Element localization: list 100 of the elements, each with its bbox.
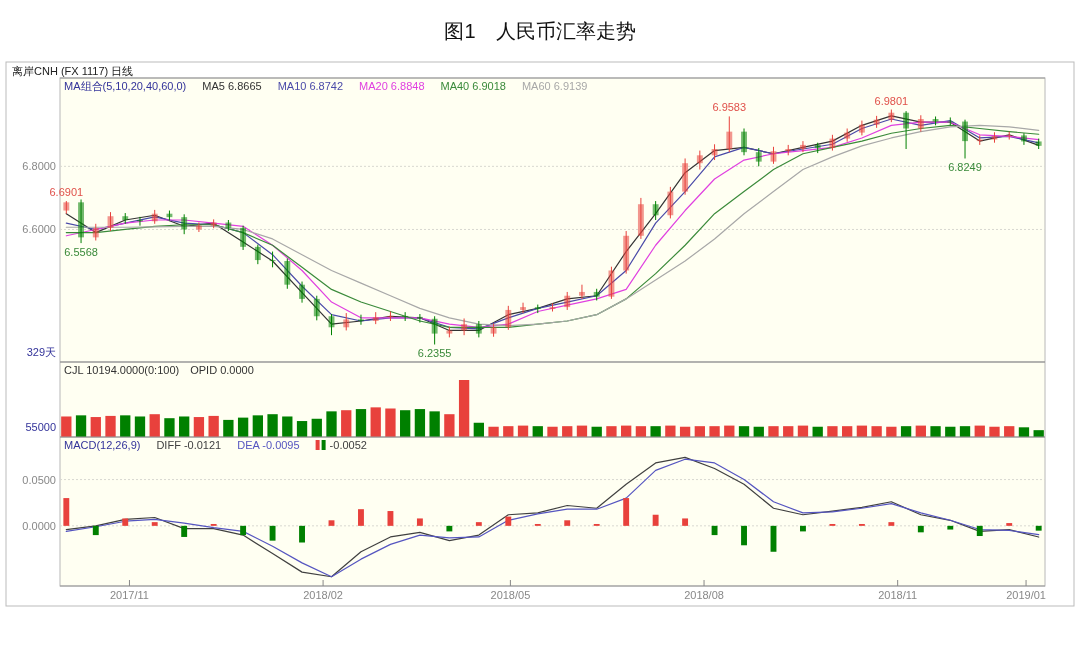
candlestick (254, 244, 261, 265)
candlestick (490, 323, 497, 338)
bar (505, 516, 512, 526)
bar (989, 426, 1000, 437)
text: MA60 6.9139 (521, 80, 588, 92)
text: MA20 6.8848 (359, 80, 425, 92)
bar (976, 525, 983, 537)
bar (768, 426, 779, 437)
candlestick (726, 115, 733, 153)
candlestick (402, 311, 409, 322)
x-tick-label: 2018/08 (684, 589, 724, 601)
x-tick-label: 2018/05 (490, 589, 531, 601)
candlestick (829, 134, 836, 152)
candlestick (505, 305, 512, 331)
chart-subtitle: 离岸CNH (FX 1117) 日线 (12, 65, 134, 77)
bar (149, 414, 160, 437)
bar (444, 414, 455, 437)
annotation: 6.5568 (64, 246, 98, 259)
candlestick (593, 288, 600, 301)
bar (917, 525, 924, 533)
bar (326, 411, 337, 437)
candlestick (269, 251, 276, 268)
candlestick (284, 258, 291, 290)
candlestick (520, 302, 526, 314)
y-tick-label: 0.0000 (22, 519, 56, 532)
candlestick (446, 326, 453, 338)
bar (547, 426, 558, 437)
annotation: 6.9801 (874, 94, 909, 107)
bar (92, 525, 99, 536)
candlestick (888, 109, 895, 123)
bar (299, 525, 305, 543)
candlestick (63, 200, 70, 215)
candlestick (358, 314, 364, 326)
candlestick (932, 116, 939, 126)
bar (267, 414, 278, 437)
text: MA5 6.8665 (202, 80, 262, 92)
bar (237, 417, 249, 437)
bar (429, 411, 440, 437)
bar (665, 425, 676, 437)
bar (606, 426, 617, 437)
text: MA40 6.9018 (440, 80, 506, 92)
candlestick (122, 212, 129, 225)
bar (1018, 427, 1030, 437)
candlestick (1035, 138, 1042, 150)
bar (385, 408, 396, 437)
candlestick (814, 142, 821, 154)
bar (1035, 525, 1042, 531)
y-tick-label: 0.0500 (22, 473, 56, 486)
bar (105, 415, 116, 437)
bar (134, 416, 146, 437)
bar (652, 514, 659, 526)
candlestick (917, 114, 924, 133)
text: MA10 6.8742 (277, 80, 344, 92)
candlestick (181, 213, 188, 235)
text: DIFF -0.0121 (156, 439, 222, 451)
y-tick-label: 6.8000 (22, 160, 56, 173)
bar (416, 518, 423, 526)
bar (623, 498, 630, 526)
candlestick (78, 198, 84, 244)
annotation: 6.9583 (712, 101, 747, 114)
candlestick (475, 320, 482, 338)
candlestick (652, 200, 659, 221)
bar (800, 525, 806, 532)
candlestick (858, 120, 865, 136)
candlestick (431, 315, 438, 345)
bar (282, 416, 293, 437)
bar (709, 426, 720, 437)
candlestick (873, 115, 880, 129)
bar (240, 525, 247, 536)
bar (181, 525, 188, 537)
bar (63, 498, 70, 526)
y-tick-label: 6.6000 (22, 223, 56, 236)
candlestick (696, 150, 703, 171)
bar (193, 417, 205, 437)
legend-title: MA组合(5,10,20,40,60,0) (64, 80, 187, 92)
bar (370, 407, 381, 437)
bar (650, 426, 661, 437)
bar (208, 415, 219, 437)
bar (930, 426, 941, 437)
candlestick (667, 186, 674, 219)
bar (741, 525, 747, 546)
bar (711, 525, 718, 536)
annotation: 6.8249 (948, 161, 982, 174)
annotation: 6.6901 (49, 186, 84, 199)
candlestick (564, 291, 571, 311)
candlestick (608, 266, 615, 300)
x-tick-label: 2018/11 (878, 589, 918, 601)
bar (122, 518, 129, 526)
candlestick (579, 284, 585, 300)
bar (179, 416, 190, 437)
bar (400, 410, 411, 437)
candlestick (549, 302, 556, 313)
legend-title: MACD(12,26,9) (64, 439, 141, 451)
candlestick (711, 143, 718, 161)
bar (328, 520, 335, 526)
candlestick (313, 295, 320, 321)
bar (358, 509, 364, 526)
bar (886, 426, 897, 437)
candlestick (623, 230, 630, 275)
candlestick (755, 147, 762, 167)
